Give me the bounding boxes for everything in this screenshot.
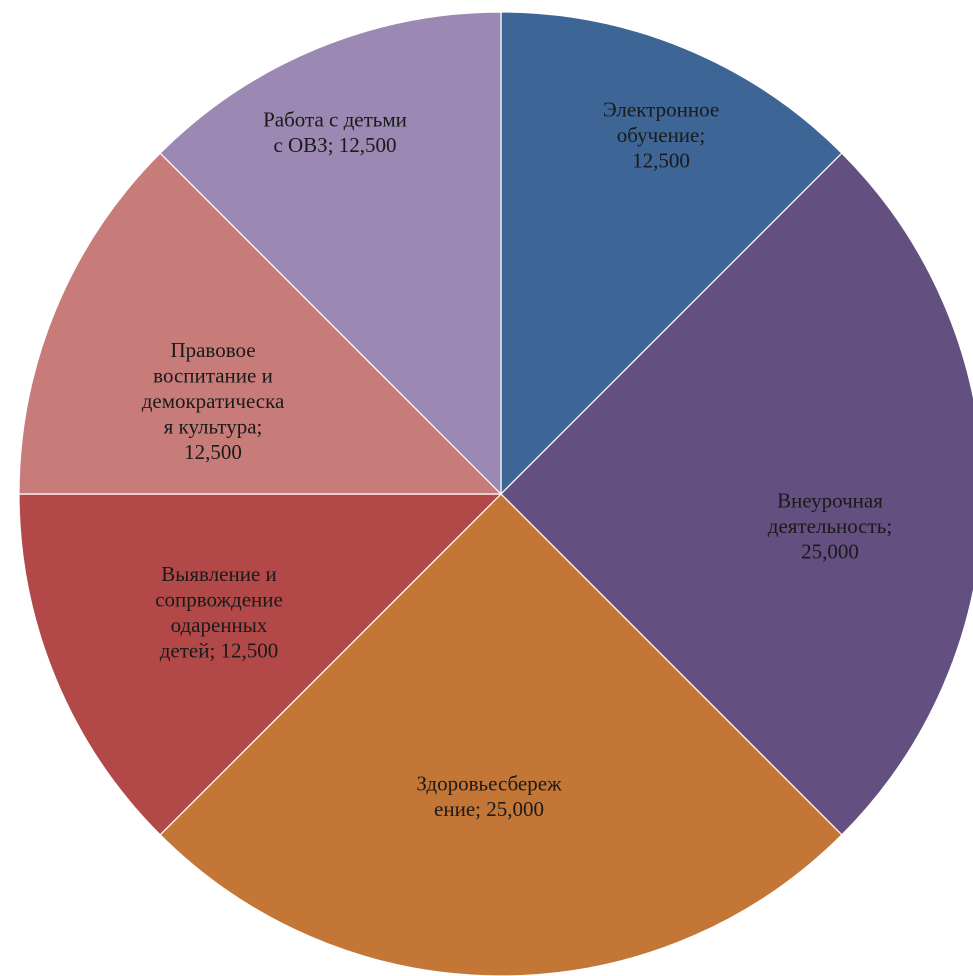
pie-slice-5 <box>18 152 503 495</box>
slice-label-line: с ОВЗ; 12,500 <box>273 133 396 157</box>
slice-label-line: одаренных <box>171 613 268 637</box>
slice-label-line: детей; 12,500 <box>160 638 279 662</box>
slice-label-6: Работа с детьми с ОВЗ; 12,500 <box>263 107 407 157</box>
slice-label-line: демократическа <box>142 389 285 413</box>
slice-label-line: Правовое <box>170 338 255 362</box>
slice-label-3: Здоровьесбереж ение; 25,000 <box>416 771 562 821</box>
slice-label-line: 25,000 <box>801 540 859 564</box>
pie-slices <box>18 11 973 976</box>
slice-label-line: я культура; <box>164 415 263 439</box>
pie-slice-4 <box>18 493 503 836</box>
slice-label-line: воспитание и <box>153 364 273 388</box>
pie-slice-2 <box>500 152 973 836</box>
slice-label-2: Внеурочная деятельность; 25,000 <box>768 489 892 564</box>
slice-label-line: ение; 25,000 <box>434 797 544 821</box>
slice-label-line: обучение; <box>617 123 705 147</box>
slice-label-line: деятельность; <box>768 514 892 538</box>
slice-label-line: 12,500 <box>184 440 242 464</box>
slice-label-line: Здоровьесбереж <box>416 771 562 795</box>
pie-slice-1 <box>500 11 843 496</box>
pie-slice-6 <box>159 11 502 496</box>
slice-label-line: Выявление и <box>161 562 277 586</box>
slice-label-line: 12,500 <box>632 149 690 173</box>
pie-slice-3 <box>159 493 843 976</box>
slice-label-line: сопрвождение <box>155 587 283 611</box>
slice-label-line: Работа с детьми <box>263 107 407 131</box>
slice-label-5: Правовое воспитание и демократическа я куль… <box>142 338 285 464</box>
slice-label-4: Выявление и сопрвождение одаренных детей; 1… <box>155 562 283 663</box>
slice-label-1: Электронное обучение; 12,500 <box>603 98 719 173</box>
slice-label-line: Внеурочная <box>777 489 883 513</box>
slice-label-line: Электронное <box>603 98 719 122</box>
